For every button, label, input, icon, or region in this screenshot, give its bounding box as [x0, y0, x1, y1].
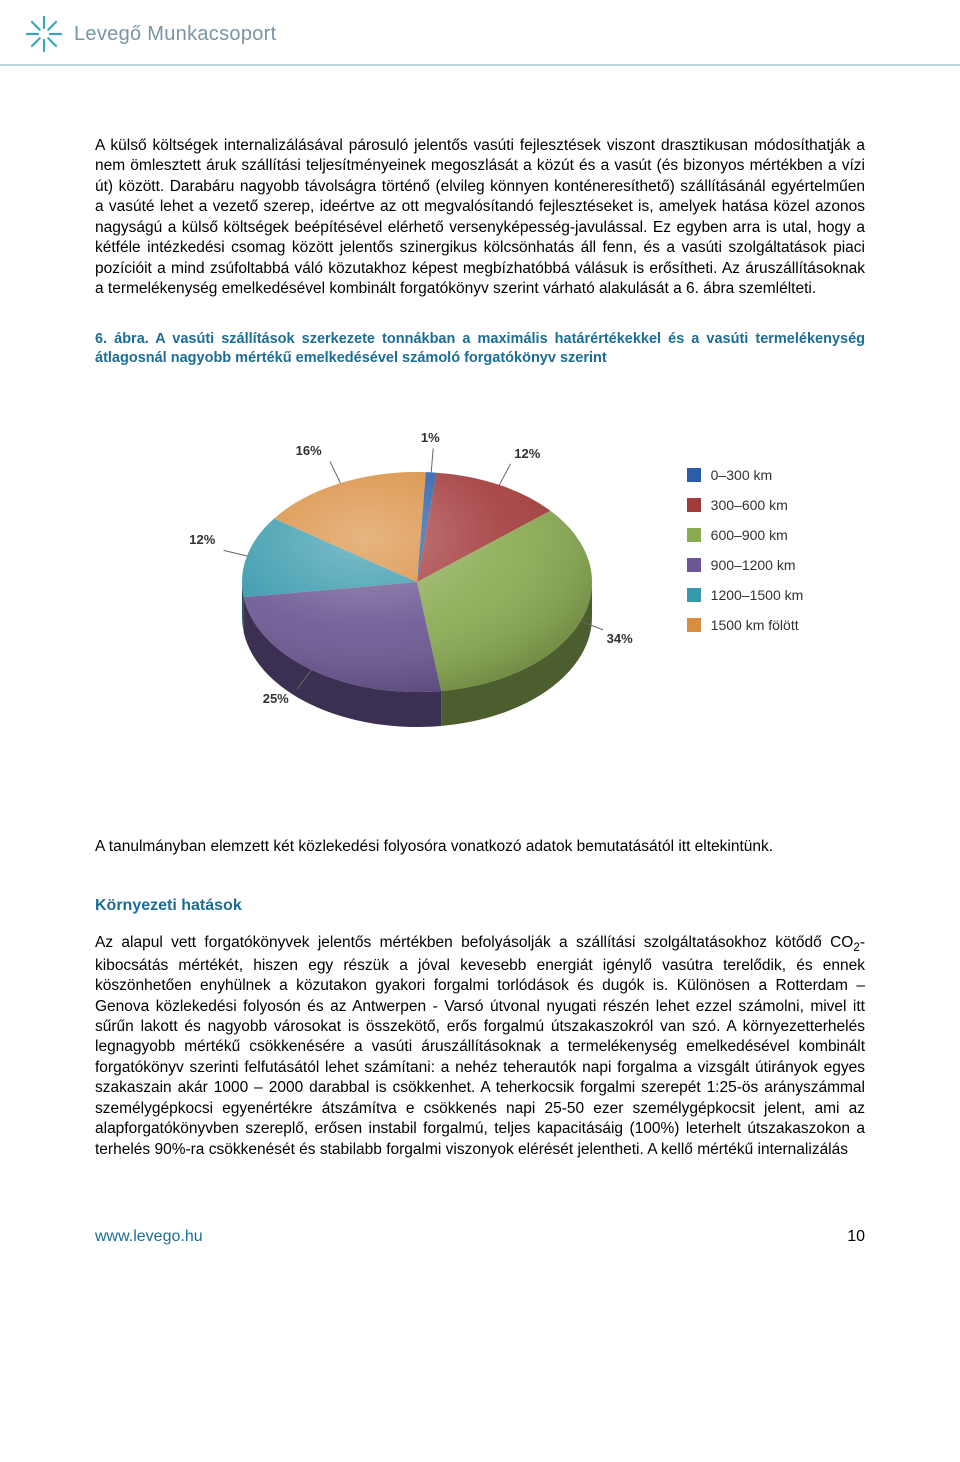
pie-callout-label: 12% — [514, 446, 540, 461]
legend-item: 1500 km fölött — [687, 617, 804, 633]
pie-sheen — [242, 472, 592, 692]
legend-item: 0–300 km — [687, 467, 804, 483]
pie-callout-label: 16% — [296, 443, 322, 458]
section-heading-environmental: Környezeti hatások — [95, 897, 865, 915]
legend-swatch — [687, 618, 701, 632]
pie-callout-label: 1% — [421, 430, 440, 445]
legend-item: 1200–1500 km — [687, 587, 804, 603]
legend-swatch — [687, 528, 701, 542]
pie-chart-svg — [157, 387, 657, 787]
pie-callout-label: 34% — [607, 631, 633, 646]
body-paragraph-1: A külső költségek internalizálásával pár… — [95, 136, 865, 300]
page-content: A külső költségek internalizálásával pár… — [0, 66, 960, 1200]
pie-leader-line — [330, 461, 340, 483]
pie-chart-figure: 1% 12% 34% 25% 12% 16% 0–300 km 300–600 km 600–… — [95, 387, 865, 787]
legend-swatch — [687, 468, 701, 482]
page-header: Levegő Munkacsoport — [0, 0, 960, 66]
pie-leader-line — [431, 448, 433, 472]
footer-page-number: 10 — [847, 1228, 865, 1246]
legend-label: 0–300 km — [711, 467, 772, 483]
legend: 0–300 km 300–600 km 600–900 km 900–1200 km 1… — [687, 467, 804, 647]
legend-label: 300–600 km — [711, 497, 788, 513]
legend-item: 600–900 km — [687, 527, 804, 543]
pie-leader-line — [223, 550, 246, 556]
legend-item: 300–600 km — [687, 497, 804, 513]
footer-url: www.levego.hu — [95, 1228, 203, 1246]
body-paragraph-3: Az alapul vett forgatókönyvek jelentős m… — [95, 933, 865, 1160]
legend-label: 1200–1500 km — [711, 587, 804, 603]
legend-label: 1500 km fölött — [711, 617, 799, 633]
legend-swatch — [687, 498, 701, 512]
page-footer: www.levego.hu 10 — [0, 1200, 960, 1246]
figure-6-caption: 6. ábra. A vasúti szállítások szerkezete… — [95, 330, 865, 369]
legend-item: 900–1200 km — [687, 557, 804, 573]
starburst-logo-icon — [24, 14, 64, 54]
pie-chart-area: 1% 12% 34% 25% 12% 16% — [157, 387, 657, 787]
body-paragraph-3b: -kibocsátás mértékét, hiszen egy részük … — [95, 934, 865, 1158]
legend-label: 600–900 km — [711, 527, 788, 543]
pie-callout-label: 25% — [263, 691, 289, 706]
legend-swatch — [687, 558, 701, 572]
body-paragraph-2: A tanulmányban elemzett két közlekedési … — [95, 837, 865, 857]
legend-label: 900–1200 km — [711, 557, 796, 573]
brand-title: Levegő Munkacsoport — [74, 23, 277, 46]
pie-callout-label: 12% — [189, 532, 215, 547]
body-paragraph-3a: Az alapul vett forgatókönyvek jelentős m… — [95, 934, 853, 951]
pie-leader-line — [499, 464, 510, 485]
legend-swatch — [687, 588, 701, 602]
